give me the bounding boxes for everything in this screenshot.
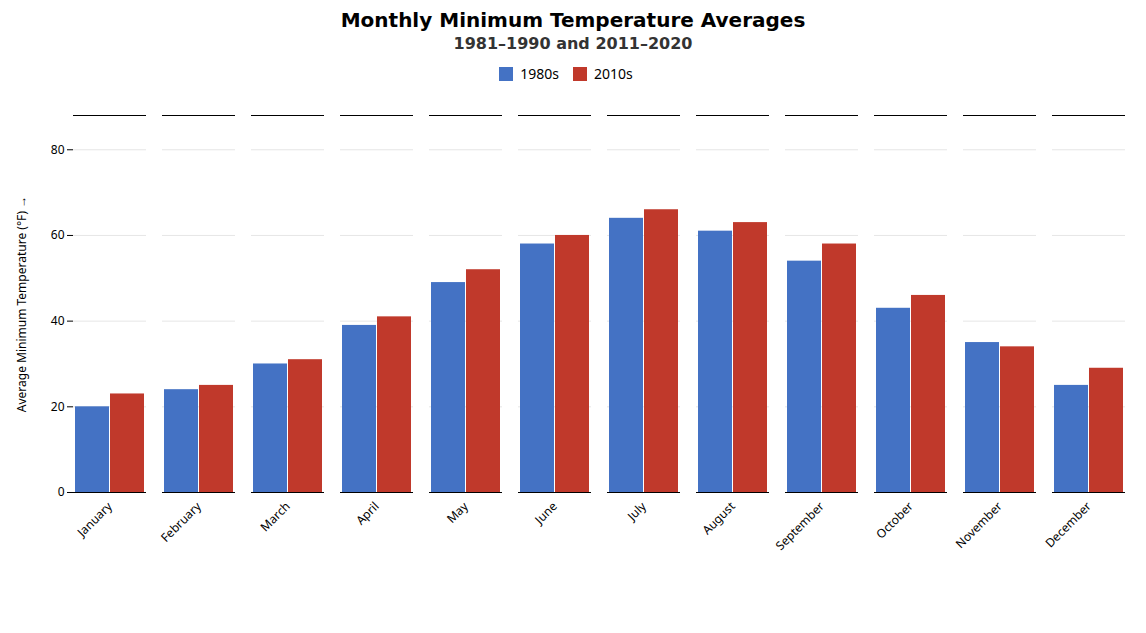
svg-text:July: July <box>623 497 650 524</box>
svg-text:0: 0 <box>58 483 65 500</box>
svg-text:Average Minimum Temperature (°: Average Minimum Temperature (°F) → <box>13 196 30 412</box>
svg-text:January: January <box>73 497 117 541</box>
svg-text:October: October <box>872 498 916 542</box>
svg-text:60: 60 <box>51 226 65 243</box>
svg-text:June: June <box>530 498 560 528</box>
html-text:2010s: 2010s <box>594 64 633 83</box>
svg-text:April: April <box>352 498 383 529</box>
svg-text:August: August <box>698 497 739 538</box>
svg-text:80: 80 <box>51 141 65 158</box>
svg-text:May: May <box>443 497 472 526</box>
svg-text:September: September <box>772 498 828 554</box>
svg-text:40: 40 <box>51 312 65 329</box>
svg-text:November: November <box>952 498 1006 552</box>
svg-text:February: February <box>157 497 205 545</box>
html-text:Monthly Minimum Temperature Av: Monthly Minimum Temperature Averages <box>340 8 806 32</box>
svg-text:March: March <box>256 498 293 535</box>
html-text:1980s: 1980s <box>520 64 559 83</box>
html-text:1981–1990 and 2011–2020: 1981–1990 and 2011–2020 <box>453 34 693 53</box>
svg-text:20: 20 <box>51 398 65 415</box>
svg-text:December: December <box>1041 498 1094 551</box>
